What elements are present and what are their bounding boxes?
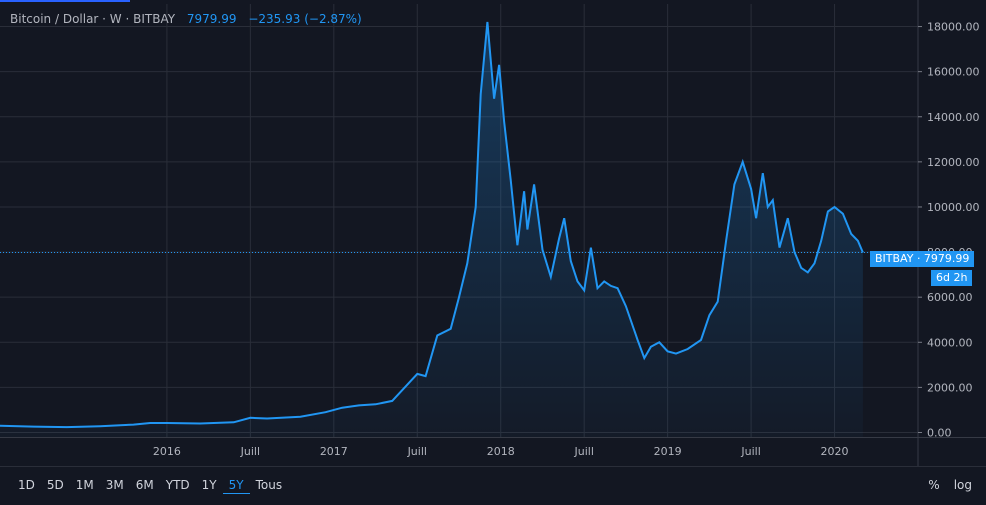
scale-options: % log	[928, 477, 972, 493]
price-tick-label: 6000.00	[927, 291, 973, 304]
legend-last-price: 7979.99	[186, 12, 237, 26]
price-tick-label: 2000.00	[927, 381, 973, 394]
legend-change: −235.93 (−2.87%)	[248, 12, 362, 26]
range-5d-button[interactable]: 5D	[46, 478, 64, 492]
price-tick-label: 14000.00	[927, 111, 980, 124]
time-tick-label: 2016	[153, 445, 181, 458]
range-6m-button[interactable]: 6M	[135, 478, 154, 492]
percent-scale-toggle[interactable]: %	[928, 478, 940, 492]
time-tick-label: Juill	[240, 445, 260, 458]
bottom-toolbar: 1D 5D 1M 3M 6M YTD 1Y 5Y Tous % log	[0, 466, 986, 505]
range-all-button[interactable]: Tous	[255, 478, 283, 492]
symbol-name[interactable]: Bitcoin / Dollar · W · BITBAY	[10, 12, 176, 26]
price-tick-label: 10000.00	[927, 201, 980, 214]
range-3m-button[interactable]: 3M	[105, 478, 124, 492]
price-tick-label: 12000.00	[927, 156, 980, 169]
time-tick-label: Juill	[573, 445, 593, 458]
range-1d-button[interactable]: 1D	[18, 478, 35, 492]
time-tick-label: Juill	[407, 445, 427, 458]
date-range-selector: 1D 5D 1M 3M 6M YTD 1Y 5Y Tous	[12, 477, 288, 494]
range-ytd-button[interactable]: YTD	[165, 478, 190, 492]
time-tick-label: Juill	[740, 445, 760, 458]
log-scale-toggle[interactable]: log	[953, 478, 972, 492]
range-5y-button[interactable]: 5Y	[222, 477, 250, 494]
range-1m-button[interactable]: 1M	[75, 478, 94, 492]
price-axis[interactable]: 0.002000.004000.006000.008000.0010000.00…	[918, 21, 980, 440]
price-area-fill	[0, 22, 863, 437]
price-line	[0, 21, 864, 429]
price-chart[interactable]: 0.002000.004000.006000.008000.0010000.00…	[0, 0, 986, 466]
time-tick-label: 2019	[654, 445, 682, 458]
bar-countdown-badge: 6d 2h	[931, 270, 973, 286]
last-price-badge: BITBAY · 7979.99	[870, 251, 975, 267]
active-tab-indicator	[0, 0, 130, 2]
symbol-legend: Bitcoin / Dollar · W · BITBAY 7979.99 −2…	[10, 12, 362, 26]
range-1y-button[interactable]: 1Y	[201, 478, 217, 492]
time-tick-label: 2018	[487, 445, 515, 458]
time-tick-label: 2020	[821, 445, 849, 458]
time-tick-label: 2017	[320, 445, 348, 458]
price-tick-label: 0.00	[927, 426, 952, 439]
price-tick-label: 4000.00	[927, 336, 973, 349]
price-tick-label: 16000.00	[927, 66, 980, 79]
price-tick-label: 18000.00	[927, 21, 980, 34]
time-axis[interactable]: 2016 Juill 2017 Juill 2018 Juill 2019 Juill 2020	[153, 445, 849, 458]
